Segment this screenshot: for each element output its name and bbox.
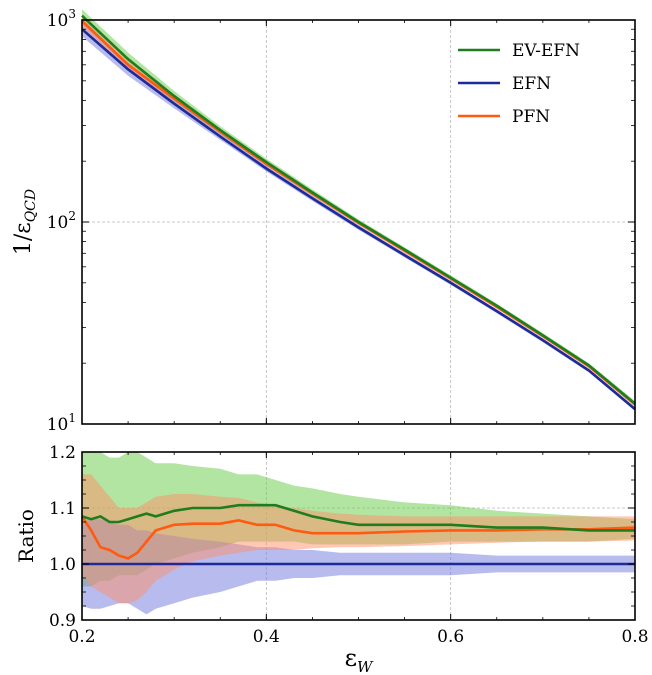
- legend: EV-EFN EFN PFN: [458, 41, 580, 127]
- ratio-xtick-label: 0.2: [68, 627, 95, 647]
- main-ytick-label: 102: [47, 209, 76, 233]
- ratio-xtick-label: 0.6: [437, 627, 464, 647]
- ratio-ytick-label: 1.0: [49, 555, 76, 575]
- ratio-band-pfn: [82, 474, 635, 604]
- main-ytick-base: 10: [47, 213, 69, 233]
- ratio-xlabel: εW: [345, 644, 374, 675]
- main-ytick-exponent: 1: [68, 411, 76, 425]
- ratio-ytick-label: 1.2: [49, 443, 76, 463]
- main-line-efn: [81, 28, 636, 411]
- ratio-line-pfn: [80, 515, 636, 560]
- ratio-xtick-label: 0.8: [621, 627, 648, 647]
- main-ytick-base: 10: [47, 11, 69, 31]
- ratio-ytick-label: 1.1: [49, 499, 76, 519]
- legend-label-ev-efn: EV-EFN: [512, 41, 580, 61]
- main-ylabel: 1/εQCD: [11, 189, 39, 255]
- ratio-xtick-label: 0.4: [253, 627, 280, 647]
- ratio-ylabel: Ratio: [14, 509, 38, 563]
- ratio-xlabel-subscript: W: [357, 658, 374, 675]
- main-ylabel-text: 1/ε: [11, 222, 36, 255]
- main-ylabel-subscript: QCD: [23, 189, 39, 222]
- main-band-efn: [82, 21, 635, 412]
- ratio-ytick-label: 0.9: [49, 611, 76, 631]
- main-line-ev-efn: [81, 14, 636, 405]
- legend-label-efn: EFN: [512, 74, 551, 94]
- ratio-line-ev-efn: [81, 503, 635, 532]
- main-ytick-label: 103: [47, 7, 76, 31]
- legend-label-pfn: PFN: [512, 107, 550, 127]
- main-ytick-base: 10: [47, 415, 69, 435]
- ratio-panel: 0.9 1.0 1.1 1.2 0.2 0.4 0.6 0.8 Ratio εW: [14, 443, 649, 675]
- main-ytick-exponent: 3: [68, 7, 76, 21]
- main-ytick-exponent: 2: [68, 209, 76, 223]
- main-ytick-label: 101: [47, 411, 76, 435]
- ratio-xlabel-text: ε: [345, 644, 357, 672]
